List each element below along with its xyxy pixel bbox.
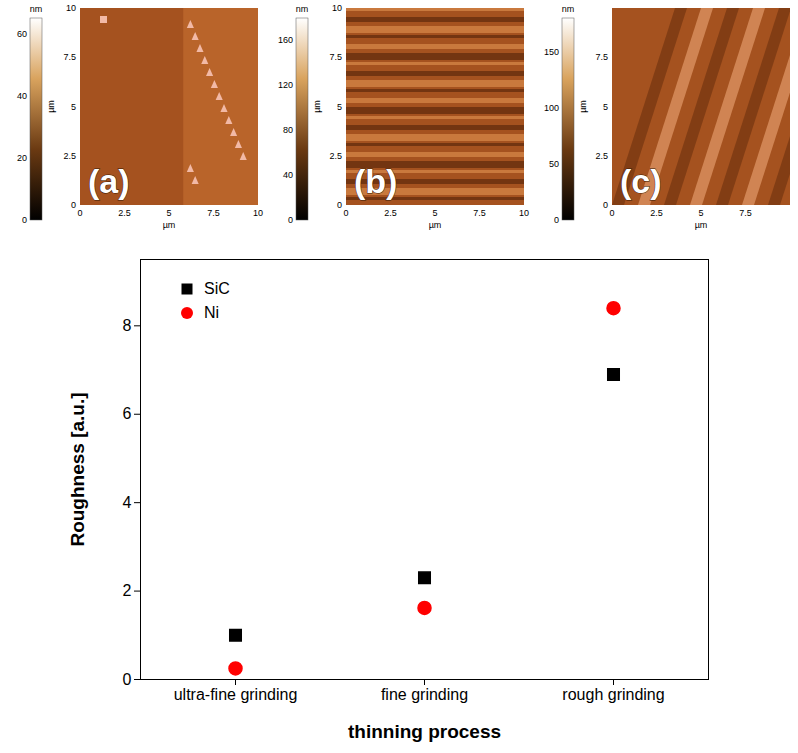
svg-text:100: 100 [544, 103, 559, 113]
svg-text:2.5: 2.5 [329, 151, 342, 161]
svg-text:nm: nm [562, 4, 575, 14]
svg-text:10: 10 [66, 3, 76, 13]
html-text:SiC: SiC [204, 280, 230, 297]
svg-text:80: 80 [283, 125, 293, 135]
svg-text:2: 2 [123, 582, 132, 599]
svg-text:20: 20 [17, 153, 27, 163]
svg-text:150: 150 [544, 47, 559, 57]
svg-text:thinning process: thinning process [348, 721, 501, 742]
svg-text:0: 0 [603, 200, 608, 210]
svg-text:10: 10 [519, 208, 529, 218]
svg-text:8: 8 [123, 317, 132, 334]
svg-text:(a): (a) [88, 162, 130, 200]
svg-text:2.5: 2.5 [595, 151, 608, 161]
svg-text:0: 0 [71, 200, 76, 210]
svg-text:2.5: 2.5 [63, 151, 76, 161]
svg-text:0: 0 [609, 208, 614, 218]
svg-text:(b): (b) [354, 162, 397, 200]
svg-text:nm: nm [296, 4, 309, 14]
svg-text:10: 10 [332, 3, 342, 13]
svg-text:5: 5 [698, 208, 703, 218]
svg-text:µm: µm [46, 100, 56, 113]
svg-text:7.5: 7.5 [739, 208, 752, 218]
svg-text:7.5: 7.5 [207, 208, 220, 218]
svg-text:2.5: 2.5 [650, 208, 663, 218]
svg-text:0: 0 [288, 215, 293, 225]
svg-text:rough grinding: rough grinding [562, 686, 664, 703]
svg-text:6: 6 [123, 405, 132, 422]
svg-text:7.5: 7.5 [329, 52, 342, 62]
svg-text:40: 40 [17, 91, 27, 101]
svg-text:50: 50 [549, 159, 559, 169]
html-text:Ni: Ni [204, 304, 220, 321]
svg-text:ultra-fine grinding: ultra-fine grinding [174, 686, 298, 703]
svg-text:4: 4 [123, 494, 132, 511]
svg-text:5: 5 [71, 102, 76, 112]
svg-text:(c): (c) [620, 162, 662, 200]
svg-text:5: 5 [603, 102, 608, 112]
svg-text:60: 60 [17, 29, 27, 39]
svg-text:0: 0 [554, 215, 559, 225]
svg-text:µm: µm [578, 100, 588, 113]
svg-text:0: 0 [22, 215, 27, 225]
svg-text:µm: µm [695, 220, 708, 230]
svg-text:µm: µm [312, 100, 322, 113]
svg-text:0: 0 [123, 671, 132, 688]
svg-text:0: 0 [77, 208, 82, 218]
svg-text:2.5: 2.5 [384, 208, 397, 218]
svg-text:7.5: 7.5 [63, 52, 76, 62]
svg-text:160: 160 [278, 35, 293, 45]
svg-text:0: 0 [337, 200, 342, 210]
svg-text:120: 120 [278, 80, 293, 90]
svg-text:7.5: 7.5 [473, 208, 486, 218]
svg-text:Roughness [a.u.]: Roughness [a.u.] [67, 392, 88, 546]
svg-text:5: 5 [166, 208, 171, 218]
svg-text:nm: nm [30, 4, 43, 14]
svg-text:40: 40 [283, 170, 293, 180]
svg-text:0: 0 [343, 208, 348, 218]
svg-text:µm: µm [429, 220, 442, 230]
svg-text:µm: µm [163, 220, 176, 230]
svg-text:2.5: 2.5 [118, 208, 131, 218]
svg-text:10: 10 [253, 208, 263, 218]
svg-text:5: 5 [432, 208, 437, 218]
svg-text:5: 5 [337, 102, 342, 112]
svg-text:7.5: 7.5 [595, 52, 608, 62]
svg-text:fine grinding: fine grinding [381, 686, 468, 703]
